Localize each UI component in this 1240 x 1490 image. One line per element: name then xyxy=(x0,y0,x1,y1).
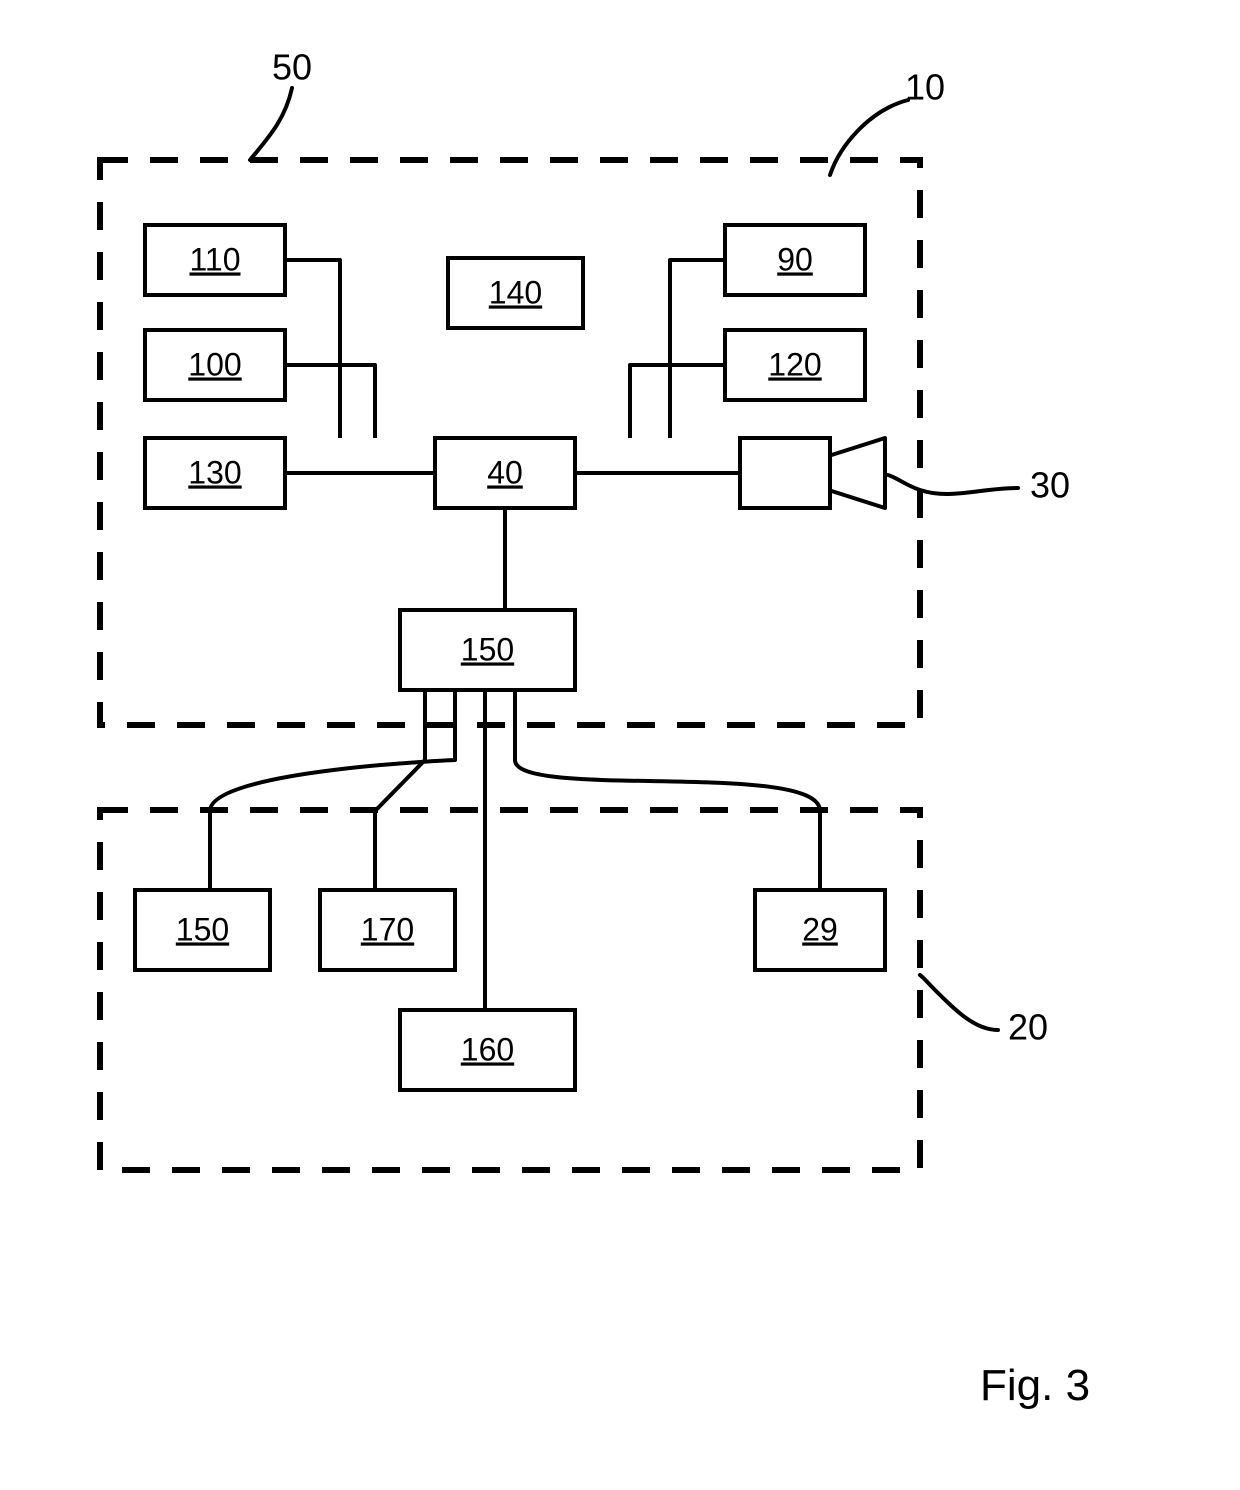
node-label: 150 xyxy=(176,911,229,947)
annotation-label: 10 xyxy=(905,67,945,108)
node-label: 140 xyxy=(489,274,542,310)
node-label: 160 xyxy=(461,1031,514,1067)
annotation-label: 50 xyxy=(272,47,312,88)
annotation-label: 20 xyxy=(1008,1007,1048,1048)
figure-caption: Fig. 3 xyxy=(980,1361,1090,1410)
camera-body xyxy=(740,438,830,508)
node-label: 40 xyxy=(487,454,523,490)
node-label: 110 xyxy=(189,241,240,277)
node-label: 150 xyxy=(461,631,514,667)
node-label: 120 xyxy=(768,346,821,382)
node-label: 170 xyxy=(361,911,414,947)
node-label: 130 xyxy=(188,454,241,490)
figure: 110 140 90 100 120 130 40 150 150 170 29 160 50 10 30 2… xyxy=(0,0,1240,1490)
node-label: 29 xyxy=(802,911,838,947)
node-label: 90 xyxy=(777,241,813,277)
node-label: 100 xyxy=(188,346,241,382)
annotation-label: 30 xyxy=(1030,465,1070,506)
